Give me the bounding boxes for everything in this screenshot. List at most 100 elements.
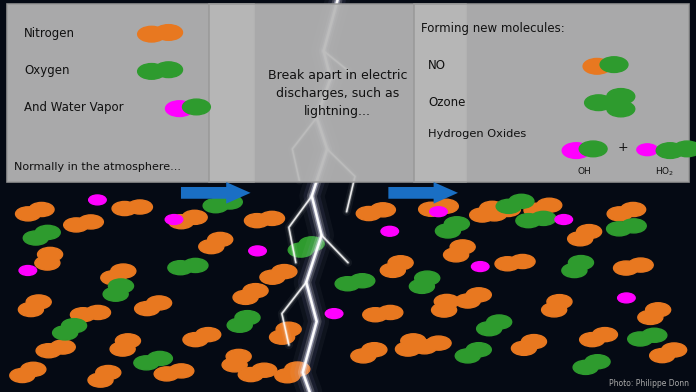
Circle shape [673, 141, 696, 157]
FancyBboxPatch shape [7, 4, 254, 182]
Circle shape [61, 319, 86, 333]
Circle shape [426, 336, 451, 350]
Circle shape [429, 207, 448, 217]
Text: Normally in the atmosphere...: Normally in the atmosphere... [14, 162, 181, 172]
Circle shape [182, 99, 210, 115]
Circle shape [470, 208, 495, 222]
Circle shape [269, 330, 294, 344]
Text: +: + [617, 141, 628, 154]
Circle shape [88, 373, 113, 387]
Circle shape [23, 231, 48, 245]
Circle shape [166, 101, 193, 116]
Circle shape [155, 25, 182, 40]
Circle shape [183, 258, 208, 272]
Circle shape [628, 258, 653, 272]
Circle shape [496, 202, 521, 216]
Circle shape [555, 214, 573, 225]
FancyBboxPatch shape [209, 4, 466, 182]
Circle shape [646, 303, 671, 317]
Circle shape [203, 199, 228, 213]
Circle shape [138, 64, 166, 79]
Circle shape [580, 332, 605, 347]
Circle shape [36, 344, 61, 358]
Text: OH: OH [578, 167, 592, 176]
Circle shape [134, 301, 159, 316]
Circle shape [637, 144, 658, 156]
Circle shape [196, 328, 221, 342]
Circle shape [238, 368, 263, 382]
FancyBboxPatch shape [414, 4, 689, 182]
Circle shape [183, 332, 208, 347]
Circle shape [607, 101, 635, 117]
Circle shape [617, 293, 635, 303]
Circle shape [243, 283, 268, 298]
Circle shape [182, 210, 207, 224]
Circle shape [226, 349, 251, 363]
Circle shape [562, 143, 590, 158]
Circle shape [325, 309, 343, 319]
Circle shape [165, 214, 183, 225]
Circle shape [235, 310, 260, 325]
Circle shape [285, 362, 310, 376]
Circle shape [576, 225, 601, 239]
Circle shape [275, 369, 300, 383]
Circle shape [521, 334, 546, 348]
Circle shape [134, 356, 159, 370]
Circle shape [155, 367, 180, 381]
Circle shape [607, 222, 632, 236]
Text: Hydrogen Oxides: Hydrogen Oxides [428, 129, 526, 139]
Circle shape [53, 326, 78, 340]
Circle shape [562, 263, 587, 278]
Circle shape [642, 328, 667, 342]
Circle shape [116, 334, 141, 348]
Circle shape [455, 294, 480, 308]
Circle shape [509, 194, 534, 209]
FancyArrow shape [388, 182, 458, 204]
Circle shape [168, 215, 193, 229]
Circle shape [477, 322, 502, 336]
Text: Ozone: Ozone [428, 96, 466, 109]
Circle shape [101, 271, 126, 285]
Circle shape [607, 207, 632, 221]
Circle shape [450, 240, 475, 254]
Circle shape [78, 215, 103, 229]
Circle shape [466, 288, 491, 302]
Circle shape [260, 211, 285, 225]
Circle shape [409, 279, 434, 293]
Circle shape [649, 348, 674, 363]
Circle shape [638, 310, 663, 325]
Circle shape [512, 341, 537, 356]
Circle shape [351, 349, 376, 363]
Circle shape [70, 308, 95, 322]
Circle shape [96, 365, 121, 379]
Circle shape [299, 237, 324, 251]
Circle shape [541, 303, 567, 317]
Text: Oxygen: Oxygen [24, 64, 70, 77]
Circle shape [233, 290, 258, 305]
Circle shape [227, 318, 252, 332]
Text: Photo: Philippe Donn: Photo: Philippe Donn [609, 379, 689, 388]
Circle shape [15, 207, 40, 221]
Circle shape [516, 214, 541, 228]
Circle shape [35, 225, 61, 240]
Circle shape [380, 263, 405, 278]
Circle shape [524, 203, 549, 217]
Circle shape [147, 296, 172, 310]
Circle shape [628, 332, 653, 346]
Circle shape [496, 199, 521, 213]
Circle shape [168, 364, 193, 378]
Circle shape [252, 363, 277, 377]
Circle shape [138, 26, 166, 42]
Circle shape [531, 211, 556, 225]
Circle shape [207, 232, 232, 247]
Text: NO: NO [428, 59, 446, 72]
Circle shape [436, 224, 461, 238]
Circle shape [10, 368, 35, 383]
Circle shape [607, 89, 635, 104]
Circle shape [109, 279, 134, 293]
Circle shape [88, 195, 106, 205]
Circle shape [510, 254, 535, 269]
Circle shape [656, 143, 684, 158]
Circle shape [585, 95, 612, 111]
Circle shape [168, 261, 193, 275]
